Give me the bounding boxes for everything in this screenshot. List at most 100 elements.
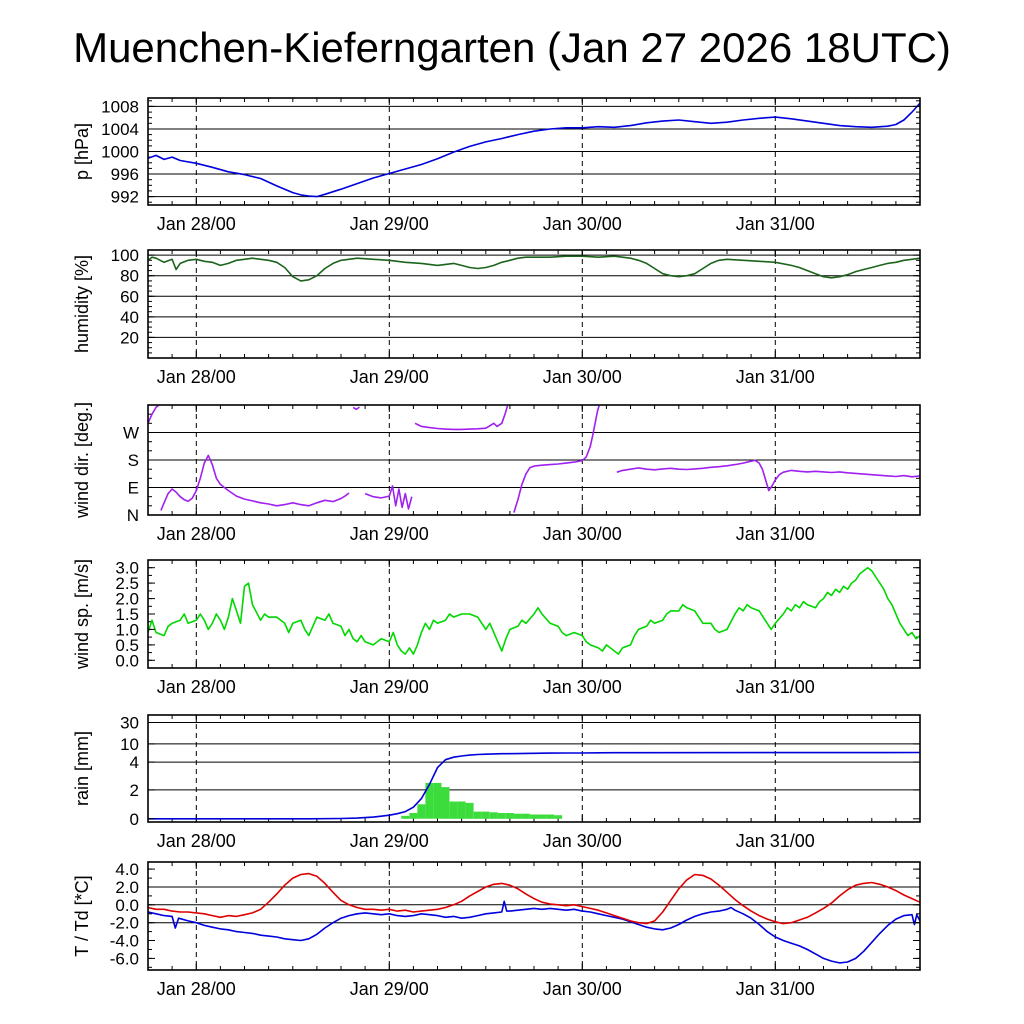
x-tick-label: Jan 31/00 [736,831,815,851]
x-tick-label: Jan 28/00 [157,367,236,387]
x-tick-label: Jan 30/00 [543,367,622,387]
rain-bar [513,813,522,819]
series-dewpoint-Td [148,900,920,964]
rain-bar [530,814,538,819]
y-tick-label: N [127,506,139,525]
chart-title: Muenchen-Kieferngarten (Jan 27 2026 18UT… [73,24,951,71]
panel-border [147,861,921,971]
rain-bar [433,782,442,819]
y-axis-label: p [hPa] [72,123,92,180]
rain-bar [409,813,418,819]
x-tick-label: Jan 28/00 [157,214,236,234]
y-tick-label: 0.5 [115,636,139,655]
y-tick-label: 4.0 [115,860,139,879]
rain-bar [457,801,466,819]
y-tick-label: -6.0 [110,949,139,968]
y-tick-label: 0.0 [115,896,139,915]
series-pressure [148,102,920,198]
y-tick-label: 30 [120,714,139,733]
rain-bar [449,801,458,819]
x-tick-label: Jan 29/00 [350,831,429,851]
panel-border [147,714,921,823]
x-tick-label: Jan 29/00 [350,214,429,234]
x-tick-label: Jan 30/00 [543,831,622,851]
y-tick-label: 20 [120,328,139,347]
rain-bar [554,815,563,819]
y-tick-label: -4.0 [110,932,139,951]
y-tick-label: 0.0 [115,651,139,670]
x-tick-label: Jan 28/00 [157,979,236,999]
x-tick-label: Jan 31/00 [736,214,815,234]
rain-bar [505,813,514,819]
y-tick-label: 2 [130,781,139,800]
x-tick-label: Jan 30/00 [543,677,622,697]
y-axis-label: wind dir. [deg.] [72,402,92,519]
rain-bar [521,813,530,819]
y-tick-label: 1008 [101,97,139,116]
y-tick-label: 60 [120,287,139,306]
rain-bar [538,814,546,819]
rain-bar [425,782,434,819]
x-tick-label: Jan 30/00 [543,214,622,234]
y-tick-label: 100 [111,246,139,265]
panel-wind-speed: Jan 28/00 Jan 29/00 Jan 30/00 Jan 31/003.02… [72,559,921,697]
panel-border [147,404,921,516]
y-tick-label: 0 [130,810,139,829]
y-tick-label: 40 [120,308,139,327]
y-tick-label: 4 [130,753,139,772]
panel-pressure: Jan 28/00 Jan 29/00 Jan 30/00 Jan 31/00 1008… [72,97,921,234]
x-tick-label: Jan 28/00 [157,831,236,851]
y-tick-label: S [128,451,139,470]
panel-border [147,97,921,206]
y-axis-label: rain [mm] [72,731,92,806]
y-tick-label: 992 [111,188,139,207]
x-tick-label: Jan 29/00 [350,979,429,999]
series-temperature-T [148,872,920,925]
x-tick-label: Jan 28/00 [157,524,236,544]
y-axis-label: T / Td [*C] [72,875,92,956]
rain-bar [417,804,426,819]
y-tick-label: -2.0 [110,914,139,933]
rain-bar [465,802,474,819]
y-tick-label: 3.0 [115,559,139,578]
x-tick-label: Jan 31/00 [736,979,815,999]
panel-humidity: Jan 28/00 Jan 29/00 Jan 30/00 Jan 31/00 100 8… [72,246,921,387]
y-tick-label: 2.5 [115,574,139,593]
y-axis-label: humidity [%] [72,255,92,353]
x-tick-label: Jan 31/00 [736,677,815,697]
y-tick-label: E [128,479,139,498]
rain-bar [481,811,490,819]
x-tick-label: Jan 31/00 [736,367,815,387]
y-tick-label: 2.0 [115,590,139,609]
y-tick-label: 996 [111,165,139,184]
y-tick-label: 2.0 [115,878,139,897]
series-rain-hourly-bars [401,782,563,819]
series-wind-speed [148,566,920,655]
y-tick-label: W [123,424,139,443]
rain-bar [473,811,482,819]
x-tick-label: Jan 29/00 [350,524,429,544]
series-humidity [148,255,920,282]
panel-rain: Jan 28/00 Jan 29/00 Jan 30/00 Jan 31/00 30 10… [72,714,921,851]
y-tick-label: 1.5 [115,605,139,624]
x-tick-label: Jan 30/00 [543,524,622,544]
x-tick-label: Jan 29/00 [350,367,429,387]
y-tick-label: 1.0 [115,620,139,639]
rain-bar [401,815,410,819]
y-tick-label: 80 [120,267,139,286]
panel-border [147,559,921,669]
y-tick-label: 1000 [101,143,139,162]
panel-temperature: Jan 28/00 Jan 29/00 Jan 30/00 Jan 31/00 4.02… [72,860,921,999]
y-axis-label: wind sp. [m/s] [72,559,92,670]
rain-bar [497,813,506,819]
rain-bar [441,787,450,819]
x-tick-label: Jan 28/00 [157,677,236,697]
y-tick-label: 1004 [101,120,139,139]
panel-wind-direction: Jan 28/00 Jan 29/00 Jan 30/00 Jan 31/00 WSEN… [72,402,921,544]
x-tick-label: Jan 30/00 [543,979,622,999]
series-rain-accumulated [148,751,920,820]
y-tick-label: 10 [120,735,139,754]
rain-bar [489,812,498,819]
